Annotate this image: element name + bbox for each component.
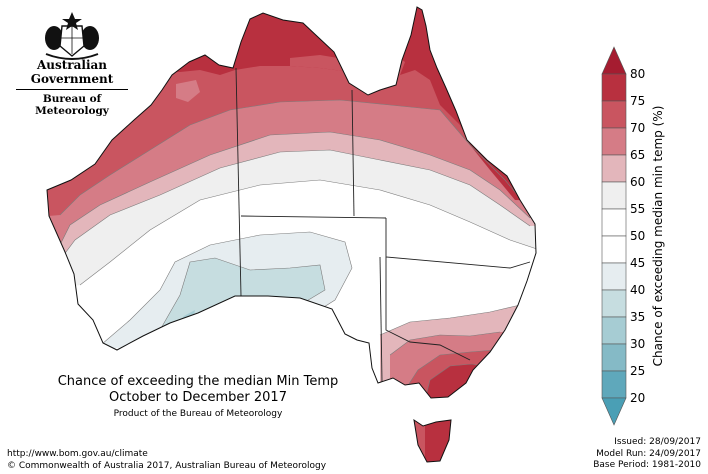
state-borders (235, 67, 531, 383)
climate-url-link[interactable]: http://www.bom.gov.au/climate (7, 449, 148, 459)
coastline (46, 6, 537, 463)
band-65-70-pocket (176, 80, 200, 102)
copyright-text: © Commonwealth of Australia 2017, Austra… (7, 461, 327, 471)
footer-right: Issued: 28/09/2017 Model Run: 24/09/2017… (593, 437, 701, 472)
legend-swatch-25-30 (601, 343, 627, 372)
legend-tick: 25 (630, 364, 645, 378)
legend-label: Chance of exceeding median min temp (%) (651, 106, 665, 367)
legend-swatch-20-25 (601, 370, 627, 399)
legend-tick: 30 (630, 337, 645, 351)
legend-tick: 65 (630, 148, 645, 162)
legend-swatch-50-55 (601, 208, 627, 237)
legend-tick: 50 (630, 229, 645, 243)
legend-tick: 60 (630, 175, 645, 189)
government-name: Australian Government (30, 58, 114, 86)
legend-swatch-35-40 (601, 289, 627, 318)
base-period: Base Period: 1981-2010 (593, 460, 701, 470)
coat-of-arms-logo (45, 12, 99, 60)
bureau-name: Bureau of Meteorology (16, 89, 128, 117)
legend-swatch-75-80 (601, 73, 627, 102)
legend-tick: 55 (630, 202, 645, 216)
legend-ticks: 80 75 70 65 60 55 50 45 40 35 30 25 20 (630, 67, 645, 405)
legend-arrow-top (601, 46, 627, 75)
government-logo: Australian Government Bureau of Meteorol… (8, 8, 136, 117)
map-title: Chance of exceeding the median Min Temp (57, 374, 339, 389)
legend-tick: 40 (630, 283, 645, 297)
legend-tick: 20 (630, 391, 645, 405)
legend-swatch-40-45 (601, 262, 627, 291)
legend-swatch-60-65 (601, 154, 627, 183)
map-period: October to December 2017 (109, 390, 287, 405)
legend-tick: 70 (630, 121, 645, 135)
legend-tick: 75 (630, 94, 645, 108)
legend-swatch-55-60 (601, 181, 627, 210)
map-title-block: Chance of exceeding the median Min Temp … (20, 374, 376, 419)
legend-swatch-65-70 (601, 127, 627, 156)
legend-swatch-70-75 (601, 100, 627, 129)
footer-left: http://www.bom.gov.au/climate © Commonwe… (7, 448, 326, 472)
legend-colorbar (601, 46, 627, 426)
legend-arrow-bottom (601, 397, 627, 426)
product-credit: Product of the Bureau of Meteorology (113, 409, 283, 419)
legend-tick: 35 (630, 310, 645, 324)
legend-swatch-45-50 (601, 235, 627, 264)
legend-tick: 80 (630, 67, 645, 81)
legend-swatch-30-35 (601, 316, 627, 345)
legend-tick: 45 (630, 256, 645, 270)
model-run-date: Model Run: 24/09/2017 (596, 448, 701, 459)
issued-date: Issued: 28/09/2017 (614, 437, 701, 447)
